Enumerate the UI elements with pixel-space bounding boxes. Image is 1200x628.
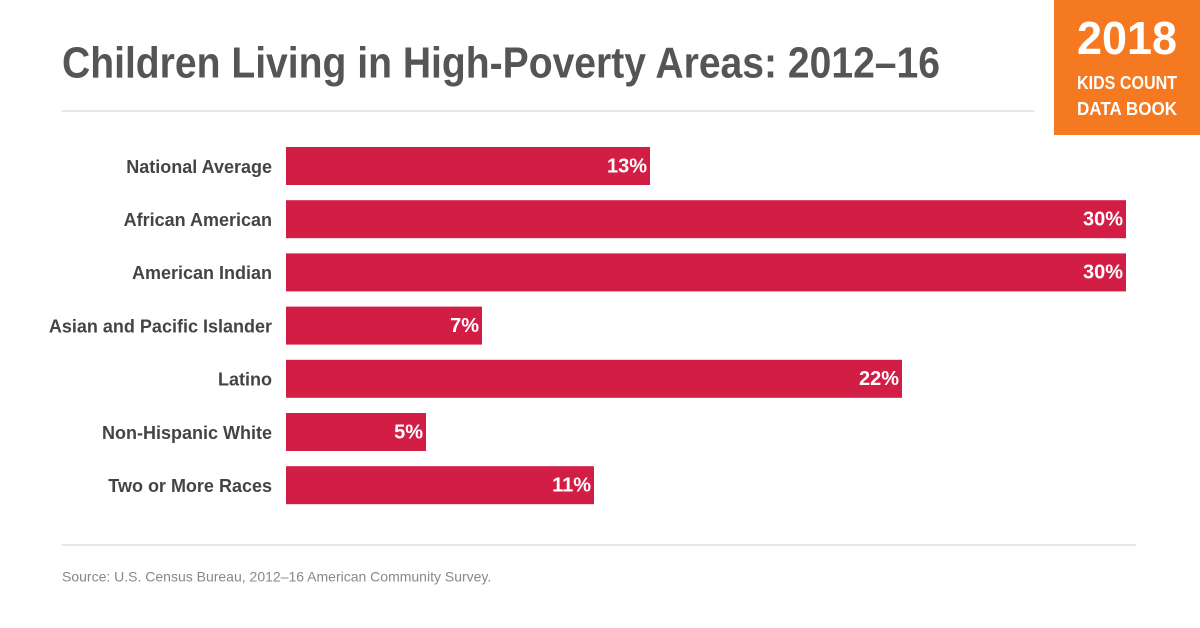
value-label: 30% xyxy=(1083,208,1123,230)
category-label: Latino xyxy=(218,370,272,390)
bar xyxy=(286,306,482,345)
category-label: Two or More Races xyxy=(108,476,272,496)
value-label: 7% xyxy=(450,315,479,337)
category-label: African American xyxy=(124,210,272,230)
bar xyxy=(286,413,426,451)
category-label: Asian and Pacific Islander xyxy=(49,316,272,336)
bar xyxy=(286,359,902,398)
value-label: 22% xyxy=(859,368,899,390)
bar xyxy=(286,253,1126,292)
value-label: 5% xyxy=(394,421,423,443)
value-label: 11% xyxy=(552,474,591,496)
category-label: National Average xyxy=(126,157,272,177)
bar xyxy=(286,466,594,505)
badge xyxy=(1054,0,1200,135)
badge-year: 2018 xyxy=(1077,12,1177,64)
value-label: 13% xyxy=(607,155,647,177)
badge-line: DATA BOOK xyxy=(1077,99,1177,119)
source: Source: U.S. Census Bureau, 2012–16 Amer… xyxy=(62,569,491,585)
bar xyxy=(286,147,650,185)
category-label: American Indian xyxy=(132,263,272,283)
category-label: Non-Hispanic White xyxy=(102,423,272,443)
bar xyxy=(286,200,1126,239)
value-label: 30% xyxy=(1083,262,1123,284)
chart-title: Children Living in High-Poverty Areas: 2… xyxy=(62,39,940,88)
badge-line: KIDS COUNT xyxy=(1077,73,1177,93)
